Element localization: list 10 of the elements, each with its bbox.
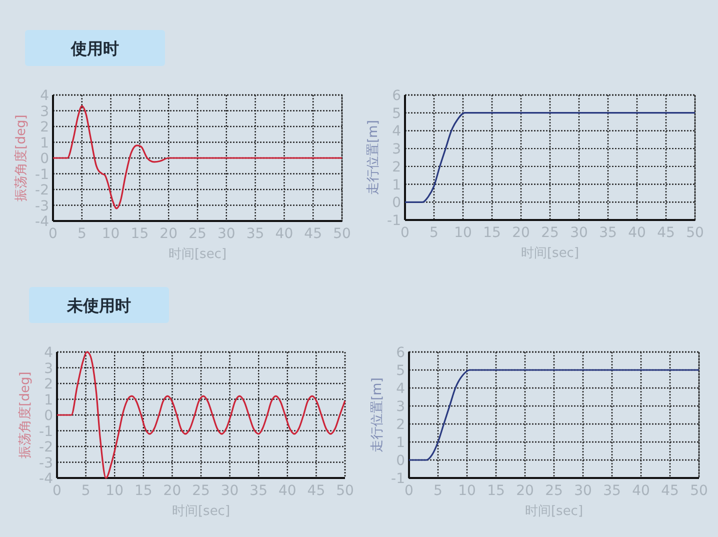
y-axis-title: 走行位置[m] [370, 378, 385, 452]
chart-title: 使用时 [70, 39, 119, 58]
y-axis-title: 振荡角度[deg] [13, 114, 29, 202]
line-series [56, 351, 346, 479]
line-series [404, 112, 696, 203]
line-series [52, 105, 343, 210]
line-series [408, 369, 700, 461]
chart-title: 未使用时 [66, 296, 131, 315]
y-axis-title: 走行位置[m] [366, 120, 381, 195]
y-axis-title: 振荡角度[deg] [17, 372, 33, 458]
